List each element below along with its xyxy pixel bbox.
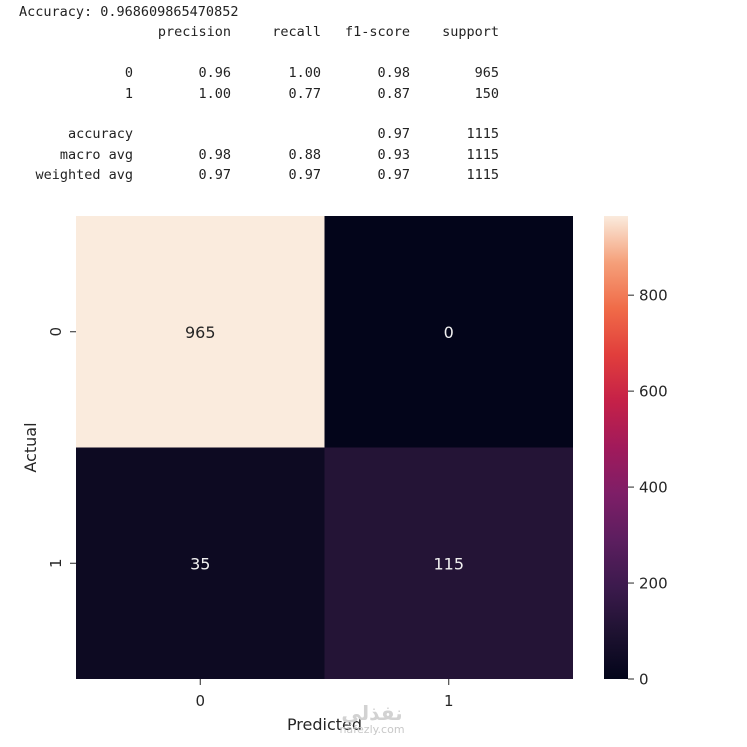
cell-value-label-0-1: 0 xyxy=(444,323,454,342)
watermark: نفذلي nafezly.com xyxy=(322,702,422,736)
y-tick-label-1: 1 xyxy=(47,558,65,568)
watermark-url: nafezly.com xyxy=(339,723,405,736)
y-tick-label-0: 0 xyxy=(47,327,65,337)
row-label: 1 xyxy=(124,85,133,102)
heatmap-cells xyxy=(76,216,573,679)
header-support: support xyxy=(442,24,499,41)
colorbar xyxy=(604,216,628,679)
header-f1-score: f1-score xyxy=(344,24,410,41)
heatmap-cell-0-0 xyxy=(76,216,325,448)
colorbar-tick-label-3: 600 xyxy=(639,383,668,401)
row-support: 1115 xyxy=(466,126,499,143)
report-row-accuracy: accuracy 0.97 1115 xyxy=(19,124,499,144)
report-row-class-0: 0 0.96 1.00 0.98 965 xyxy=(19,63,499,83)
cell-value-label-1-0: 35 xyxy=(190,554,210,573)
row-recall: 0.97 xyxy=(288,167,321,184)
report-row-class-1: 1 1.00 0.77 0.87 150 xyxy=(19,84,499,104)
row-support: 150 xyxy=(474,85,499,102)
row-precision: 1.00 xyxy=(198,85,231,102)
header-recall: recall xyxy=(272,24,321,41)
row-support: 1115 xyxy=(466,167,499,184)
row-support: 1115 xyxy=(466,146,499,163)
y-axis-title: Actual xyxy=(21,422,40,472)
accuracy-line: Accuracy: 0.968609865470852 xyxy=(19,4,239,20)
row-recall: 1.00 xyxy=(288,65,321,82)
colorbar-tick-label-1: 200 xyxy=(639,575,668,593)
x-axis-title: Predicted xyxy=(287,715,362,734)
report-row-weighted-avg: weighted avg 0.97 0.97 0.97 1115 xyxy=(19,165,499,185)
heatmap-cell-labels: 965 0 35 115 xyxy=(185,323,464,574)
colorbar-tick-label-0: 0 xyxy=(639,671,649,689)
heatmap-cell-1-1 xyxy=(324,447,573,679)
header-precision: precision xyxy=(157,24,231,41)
row-f1: 0.87 xyxy=(377,85,410,102)
row-label: 0 xyxy=(124,65,133,82)
row-f1: 0.93 xyxy=(377,146,410,163)
y-axis-ticks: 01 xyxy=(47,327,76,568)
row-f1: 0.97 xyxy=(377,167,410,184)
row-label: accuracy xyxy=(67,126,133,143)
row-support: 965 xyxy=(474,65,499,82)
row-label: macro avg xyxy=(59,146,133,163)
colorbar-ticks: 0 200 400 600 800 xyxy=(628,287,668,689)
row-precision: 0.97 xyxy=(198,167,231,184)
colorbar-tick-label-2: 400 xyxy=(639,479,668,497)
report-row-macro-avg: macro avg 0.98 0.88 0.93 1115 xyxy=(19,145,499,165)
report-header-row: precision recall f1-score support xyxy=(19,22,499,42)
row-precision: 0.98 xyxy=(198,146,231,163)
heatmap-cell-0-1 xyxy=(324,216,573,448)
cell-value-label-1-1: 115 xyxy=(433,554,464,573)
row-f1: 0.98 xyxy=(377,65,410,82)
row-recall: 0.88 xyxy=(288,146,321,163)
cell-value-label-0-0: 965 xyxy=(185,323,216,342)
row-label: weighted avg xyxy=(35,167,133,184)
row-recall: 0.77 xyxy=(288,85,321,102)
row-f1: 0.97 xyxy=(377,126,410,143)
classification-report: Accuracy: 0.968609865470852 precision re… xyxy=(19,2,499,186)
x-tick-label-0: 0 xyxy=(195,692,205,710)
colorbar-tick-label-4: 800 xyxy=(639,287,668,305)
row-precision: 0.96 xyxy=(198,65,231,82)
x-tick-label-1: 1 xyxy=(444,692,454,710)
heatmap-cell-1-0 xyxy=(76,447,325,679)
watermark-logo-text: نفذلي xyxy=(341,701,403,725)
